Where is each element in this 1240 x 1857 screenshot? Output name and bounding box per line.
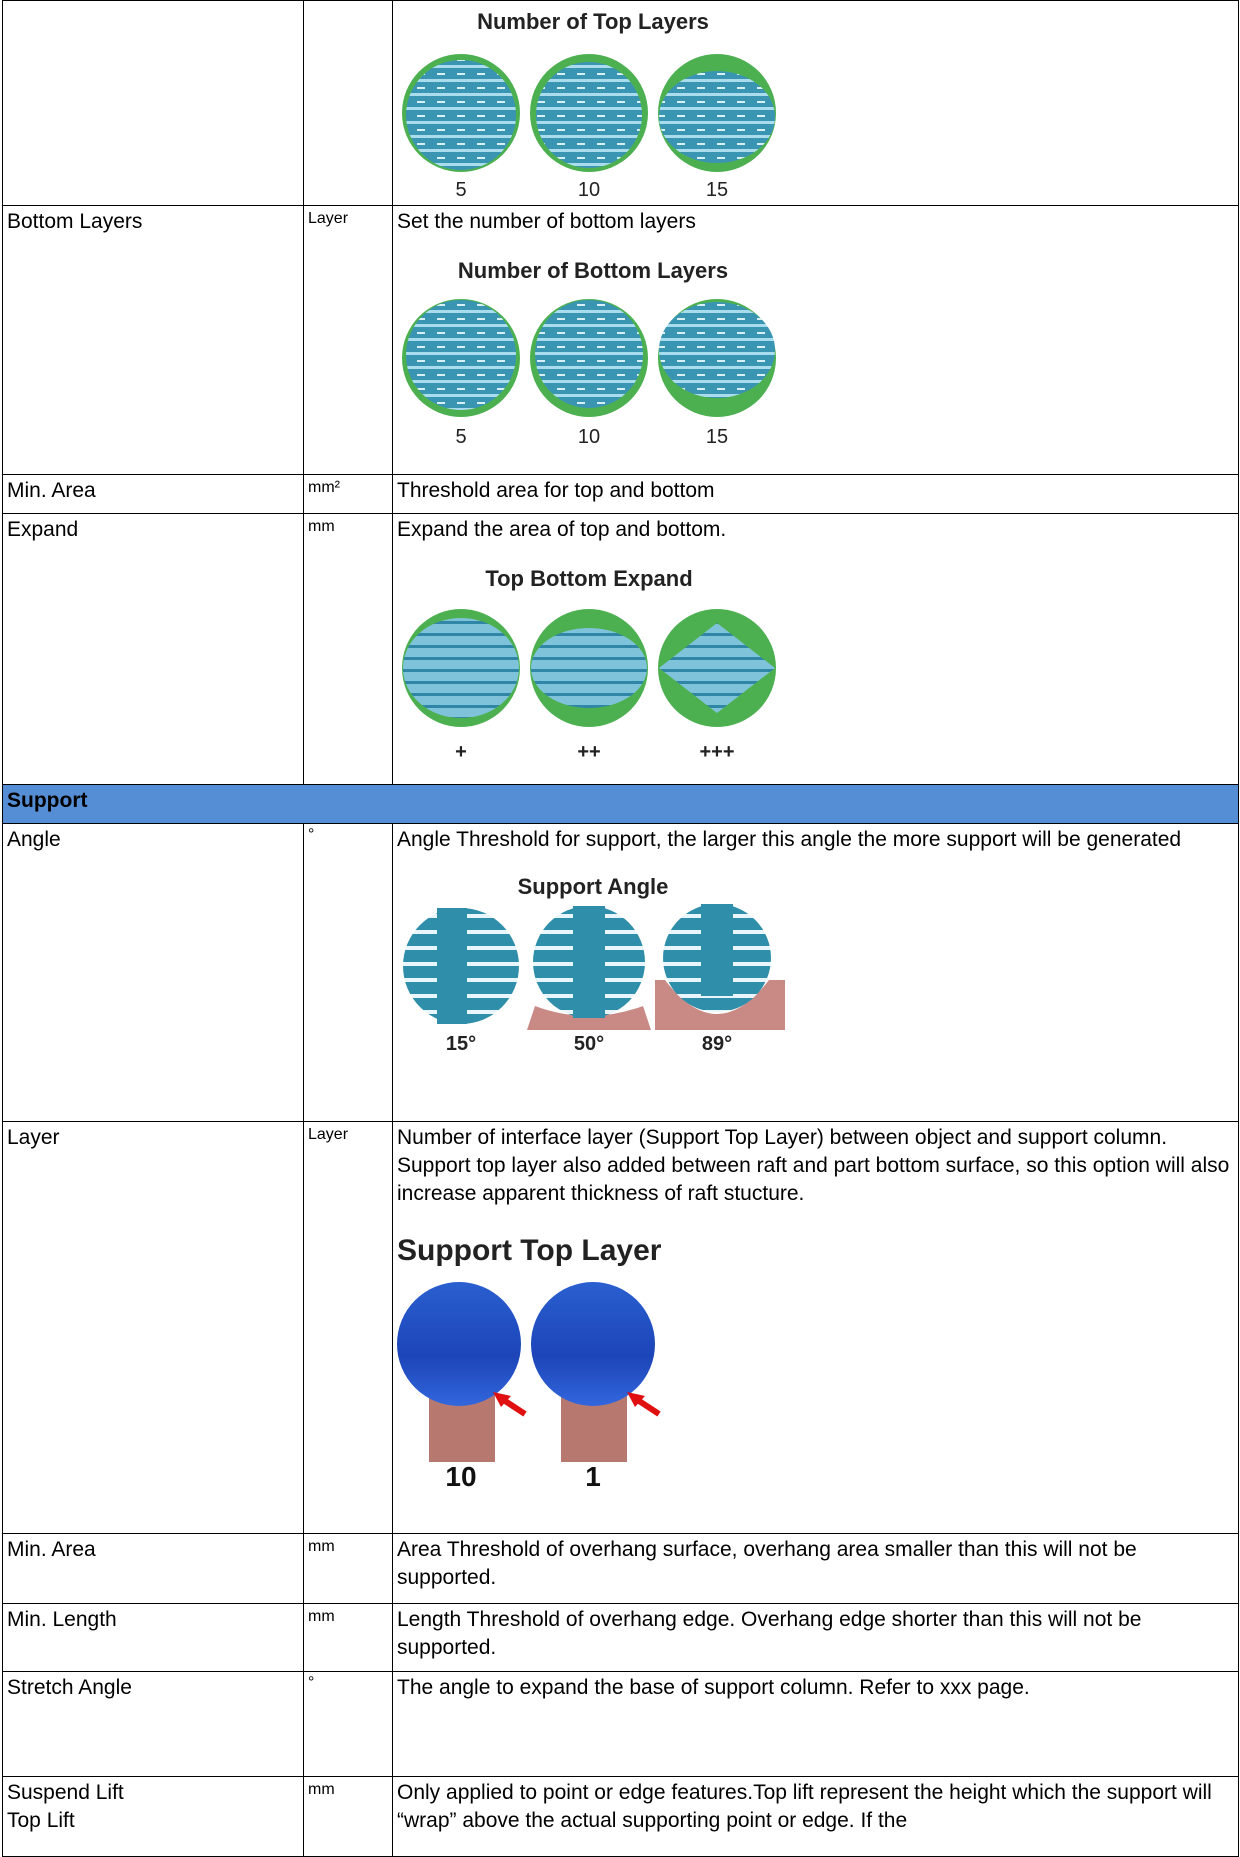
setting-unit: Layer xyxy=(303,205,393,475)
figure-label: ++ xyxy=(577,741,600,763)
row: Angle ° Angle Threshold for support, the… xyxy=(2,823,1239,1122)
description: Only applied to point or edge features.T… xyxy=(392,1776,1239,1857)
description: Area Threshold of overhang surface, over… xyxy=(392,1533,1239,1604)
setting-name: Top Lift xyxy=(7,1809,75,1832)
figure-label: 89° xyxy=(702,1033,732,1055)
setting-unit: Layer xyxy=(303,1121,393,1534)
figure-label: + xyxy=(455,741,467,763)
row: Min. Area mm Area Threshold of overhang … xyxy=(2,1533,1239,1604)
description: Threshold area for top and bottom xyxy=(392,474,1239,514)
setting-unit: ° xyxy=(303,823,393,1122)
setting-name: Layer xyxy=(2,1121,304,1534)
cell: Number of interface layer (Support Top L… xyxy=(392,1121,1239,1534)
cell: Suspend Lift Top Lift xyxy=(2,1776,304,1857)
figure-title: Support Top Layer xyxy=(397,1234,662,1267)
cell: Set the number of bottom layers Number o… xyxy=(392,205,1239,475)
row: Layer Layer Number of interface layer (S… xyxy=(2,1121,1239,1534)
discs xyxy=(403,904,785,1030)
discs xyxy=(402,299,776,417)
figure: Number of Bottom Layers 5 10 15 xyxy=(402,260,776,448)
setting-name: Min. Area xyxy=(2,474,304,514)
cell: Number of Top Layers 5 10 15 xyxy=(392,0,1239,206)
row: Suspend Lift Top Lift mm Only applied to… xyxy=(2,1776,1239,1857)
figure-title: Top Bottom Expand xyxy=(485,568,692,591)
setting-unit: mm xyxy=(303,513,393,785)
figure: Support Top Layer 10 1 xyxy=(397,1234,662,1492)
setting-name: Min. Length xyxy=(2,1603,304,1672)
discs xyxy=(397,1282,661,1462)
setting-name: Bottom Layers xyxy=(2,205,304,475)
figure-label: 15 xyxy=(706,426,728,448)
figure-label: 15° xyxy=(446,1033,476,1055)
description: The angle to expand the base of support … xyxy=(392,1671,1239,1777)
setting-unit: mm xyxy=(303,1603,393,1672)
setting-name: Angle xyxy=(2,823,304,1122)
discs xyxy=(402,609,776,727)
figure-label: 50° xyxy=(574,1033,604,1055)
figure: Number of Top Layers 5 10 15 xyxy=(402,9,776,201)
figure-label: 15 xyxy=(706,179,728,201)
description: Expand the area of top and bottom. xyxy=(397,518,727,541)
row: Number of Top Layers 5 10 15 xyxy=(2,0,1239,206)
figure-title: Number of Top Layers xyxy=(477,9,709,34)
cell xyxy=(2,0,304,206)
description: Number of interface layer (Support Top L… xyxy=(397,1126,1230,1205)
figure-title: Support Angle xyxy=(518,878,669,899)
description: Length Threshold of overhang edge. Overh… xyxy=(392,1603,1239,1672)
cell: Expand the area of top and bottom. Top B… xyxy=(392,513,1239,785)
cell xyxy=(303,0,393,206)
setting-name: Suspend Lift xyxy=(7,1781,124,1804)
figure-label: 10 xyxy=(445,1461,476,1492)
row: Min. Length mm Length Threshold of overh… xyxy=(2,1603,1239,1672)
figure-label: +++ xyxy=(699,741,734,763)
setting-name: Stretch Angle xyxy=(2,1671,304,1777)
section-title: Support xyxy=(2,784,1239,824)
setting-unit: ° xyxy=(303,1671,393,1777)
setting-name: Expand xyxy=(2,513,304,785)
description: Angle Threshold for support, the larger … xyxy=(397,828,1182,851)
figure: Top Bottom Expand + ++ +++ xyxy=(402,568,776,763)
setting-unit: mm² xyxy=(303,474,393,514)
row: Min. Area mm² Threshold area for top and… xyxy=(2,474,1239,514)
figure-label: 1 xyxy=(585,1461,601,1492)
figure-title: Number of Bottom Layers xyxy=(458,260,728,283)
description: Set the number of bottom layers xyxy=(397,210,696,233)
cell: Angle Threshold for support, the larger … xyxy=(392,823,1239,1122)
setting-name: Min. Area xyxy=(2,1533,304,1604)
figure: Support Angle 15° 50° 89° xyxy=(403,878,785,1055)
figure-label: 5 xyxy=(455,426,466,448)
row: Stretch Angle ° The angle to expand the … xyxy=(2,1671,1239,1777)
figure-label: 10 xyxy=(578,426,600,448)
figure-label: 10 xyxy=(578,179,600,201)
setting-unit: mm xyxy=(303,1533,393,1604)
setting-unit: mm xyxy=(303,1776,393,1857)
discs xyxy=(402,54,776,172)
figure-label: 5 xyxy=(455,179,466,201)
section-row: Support xyxy=(2,784,1239,824)
row: Bottom Layers Layer Set the number of bo… xyxy=(2,205,1239,475)
row: Expand mm Expand the area of top and bot… xyxy=(2,513,1239,785)
